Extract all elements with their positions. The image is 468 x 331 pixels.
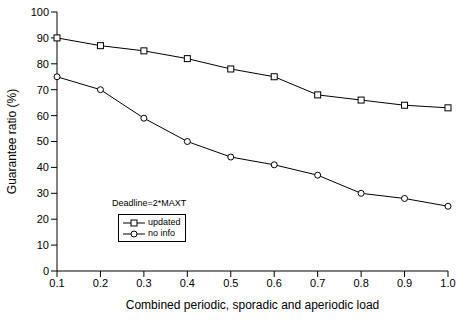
html-text:Deadline=2*MAXT: Deadline=2*MAXT [112,198,187,208]
svg-text:0.3: 0.3 [136,277,151,289]
svg-text:0.8: 0.8 [353,277,368,289]
svg-text:30: 30 [37,187,49,199]
svg-text:100: 100 [31,6,49,18]
svg-text:10: 10 [37,239,49,251]
svg-text:0.9: 0.9 [397,277,412,289]
svg-text:90: 90 [37,32,49,44]
svg-text:70: 70 [37,84,49,96]
svg-text:0.6: 0.6 [267,277,282,289]
svg-text:Guarantee ratio (%): Guarantee ratio (%) [8,89,19,194]
svg-text:0.2: 0.2 [93,277,108,289]
svg-text:0: 0 [43,265,49,277]
svg-text:0.5: 0.5 [223,277,238,289]
svg-text:40: 40 [37,161,49,173]
html-text:no info: no info [148,228,175,238]
svg-text:80: 80 [37,58,49,70]
svg-text:0.1: 0.1 [49,277,64,289]
svg-text:1.0: 1.0 [440,277,455,289]
svg-text:20: 20 [37,213,49,225]
svg-text:50: 50 [37,135,49,147]
svg-text:60: 60 [37,110,49,122]
svg-text:0.7: 0.7 [310,277,325,289]
svg-text:0.4: 0.4 [180,277,195,289]
html-text:updated: updated [148,217,181,227]
svg-text:Combined periodic, sporadic an: Combined periodic, sporadic and aperiodi… [126,298,380,312]
